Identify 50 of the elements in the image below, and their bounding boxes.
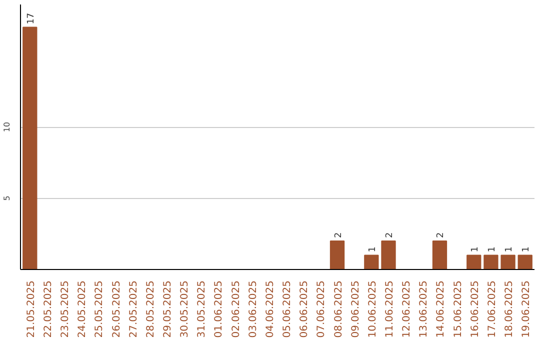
x-tick-label: 13.06.2025 <box>418 280 430 338</box>
data-label: 2 <box>384 232 395 238</box>
x-tick-label: 10.06.2025 <box>367 280 378 338</box>
bar <box>330 240 345 270</box>
data-label: 2 <box>334 232 344 238</box>
x-tick-label: 08.06.2025 <box>333 280 344 338</box>
x-tick-label: 26.05.2025 <box>111 280 122 338</box>
x-tick-label: 25.05.2025 <box>94 280 106 338</box>
x-tick-label: 29.05.2025 <box>162 280 174 338</box>
x-tick-label: 27.05.2025 <box>128 280 140 338</box>
x-tick-label: 02.06.2025 <box>230 280 242 338</box>
data-label: 1 <box>487 246 498 252</box>
bar <box>381 240 396 270</box>
x-tick-label: 24.05.2025 <box>77 280 88 338</box>
x-tick-label: 01.06.2025 <box>214 280 225 338</box>
x-tick-label: 03.06.2025 <box>248 280 259 338</box>
data-label: 1 <box>504 246 515 252</box>
x-tick-label: 21.05.2025 <box>26 280 37 338</box>
bar <box>484 254 498 270</box>
x-tick-label: 09.06.2025 <box>350 280 362 338</box>
bar <box>22 26 38 270</box>
x-tick-label: 17.06.2025 <box>486 280 498 338</box>
x-tick-label: 06.06.2025 <box>299 280 310 338</box>
x-tick-label: 22.05.2025 <box>42 280 54 338</box>
x-tick-label: 07.06.2025 <box>316 280 328 338</box>
x-tick-label: 30.05.2025 <box>180 280 191 338</box>
bar <box>432 240 448 270</box>
x-tick-label: 04.06.2025 <box>264 280 276 338</box>
x-tick-label: 14.06.2025 <box>436 280 447 338</box>
data-label: 2 <box>436 232 446 238</box>
x-tick-label: 31.05.2025 <box>196 280 208 338</box>
data-label: 1 <box>368 246 378 252</box>
x-tick-label: 28.05.2025 <box>145 280 156 338</box>
x-tick-label: 12.06.2025 <box>402 280 413 338</box>
y-tick-label: 10 <box>2 122 12 132</box>
bar <box>518 254 532 270</box>
x-tick-label: 16.06.2025 <box>470 280 481 338</box>
data-label: 17 <box>26 12 36 24</box>
x-tick-label: 11.06.2025 <box>384 280 396 338</box>
bar <box>500 254 516 270</box>
data-label: 1 <box>470 246 480 252</box>
x-tick-label: 18.06.2025 <box>504 280 516 338</box>
x-tick-label: 19.06.2025 <box>521 280 532 338</box>
data-label: 1 <box>522 246 532 252</box>
x-tick-label: 15.06.2025 <box>452 280 464 338</box>
bar <box>466 254 482 270</box>
x-tick-label: 05.06.2025 <box>282 280 294 338</box>
y-tick-label: 5 <box>2 196 12 201</box>
bar <box>364 254 379 270</box>
x-tick-label: 23.05.2025 <box>60 280 72 338</box>
